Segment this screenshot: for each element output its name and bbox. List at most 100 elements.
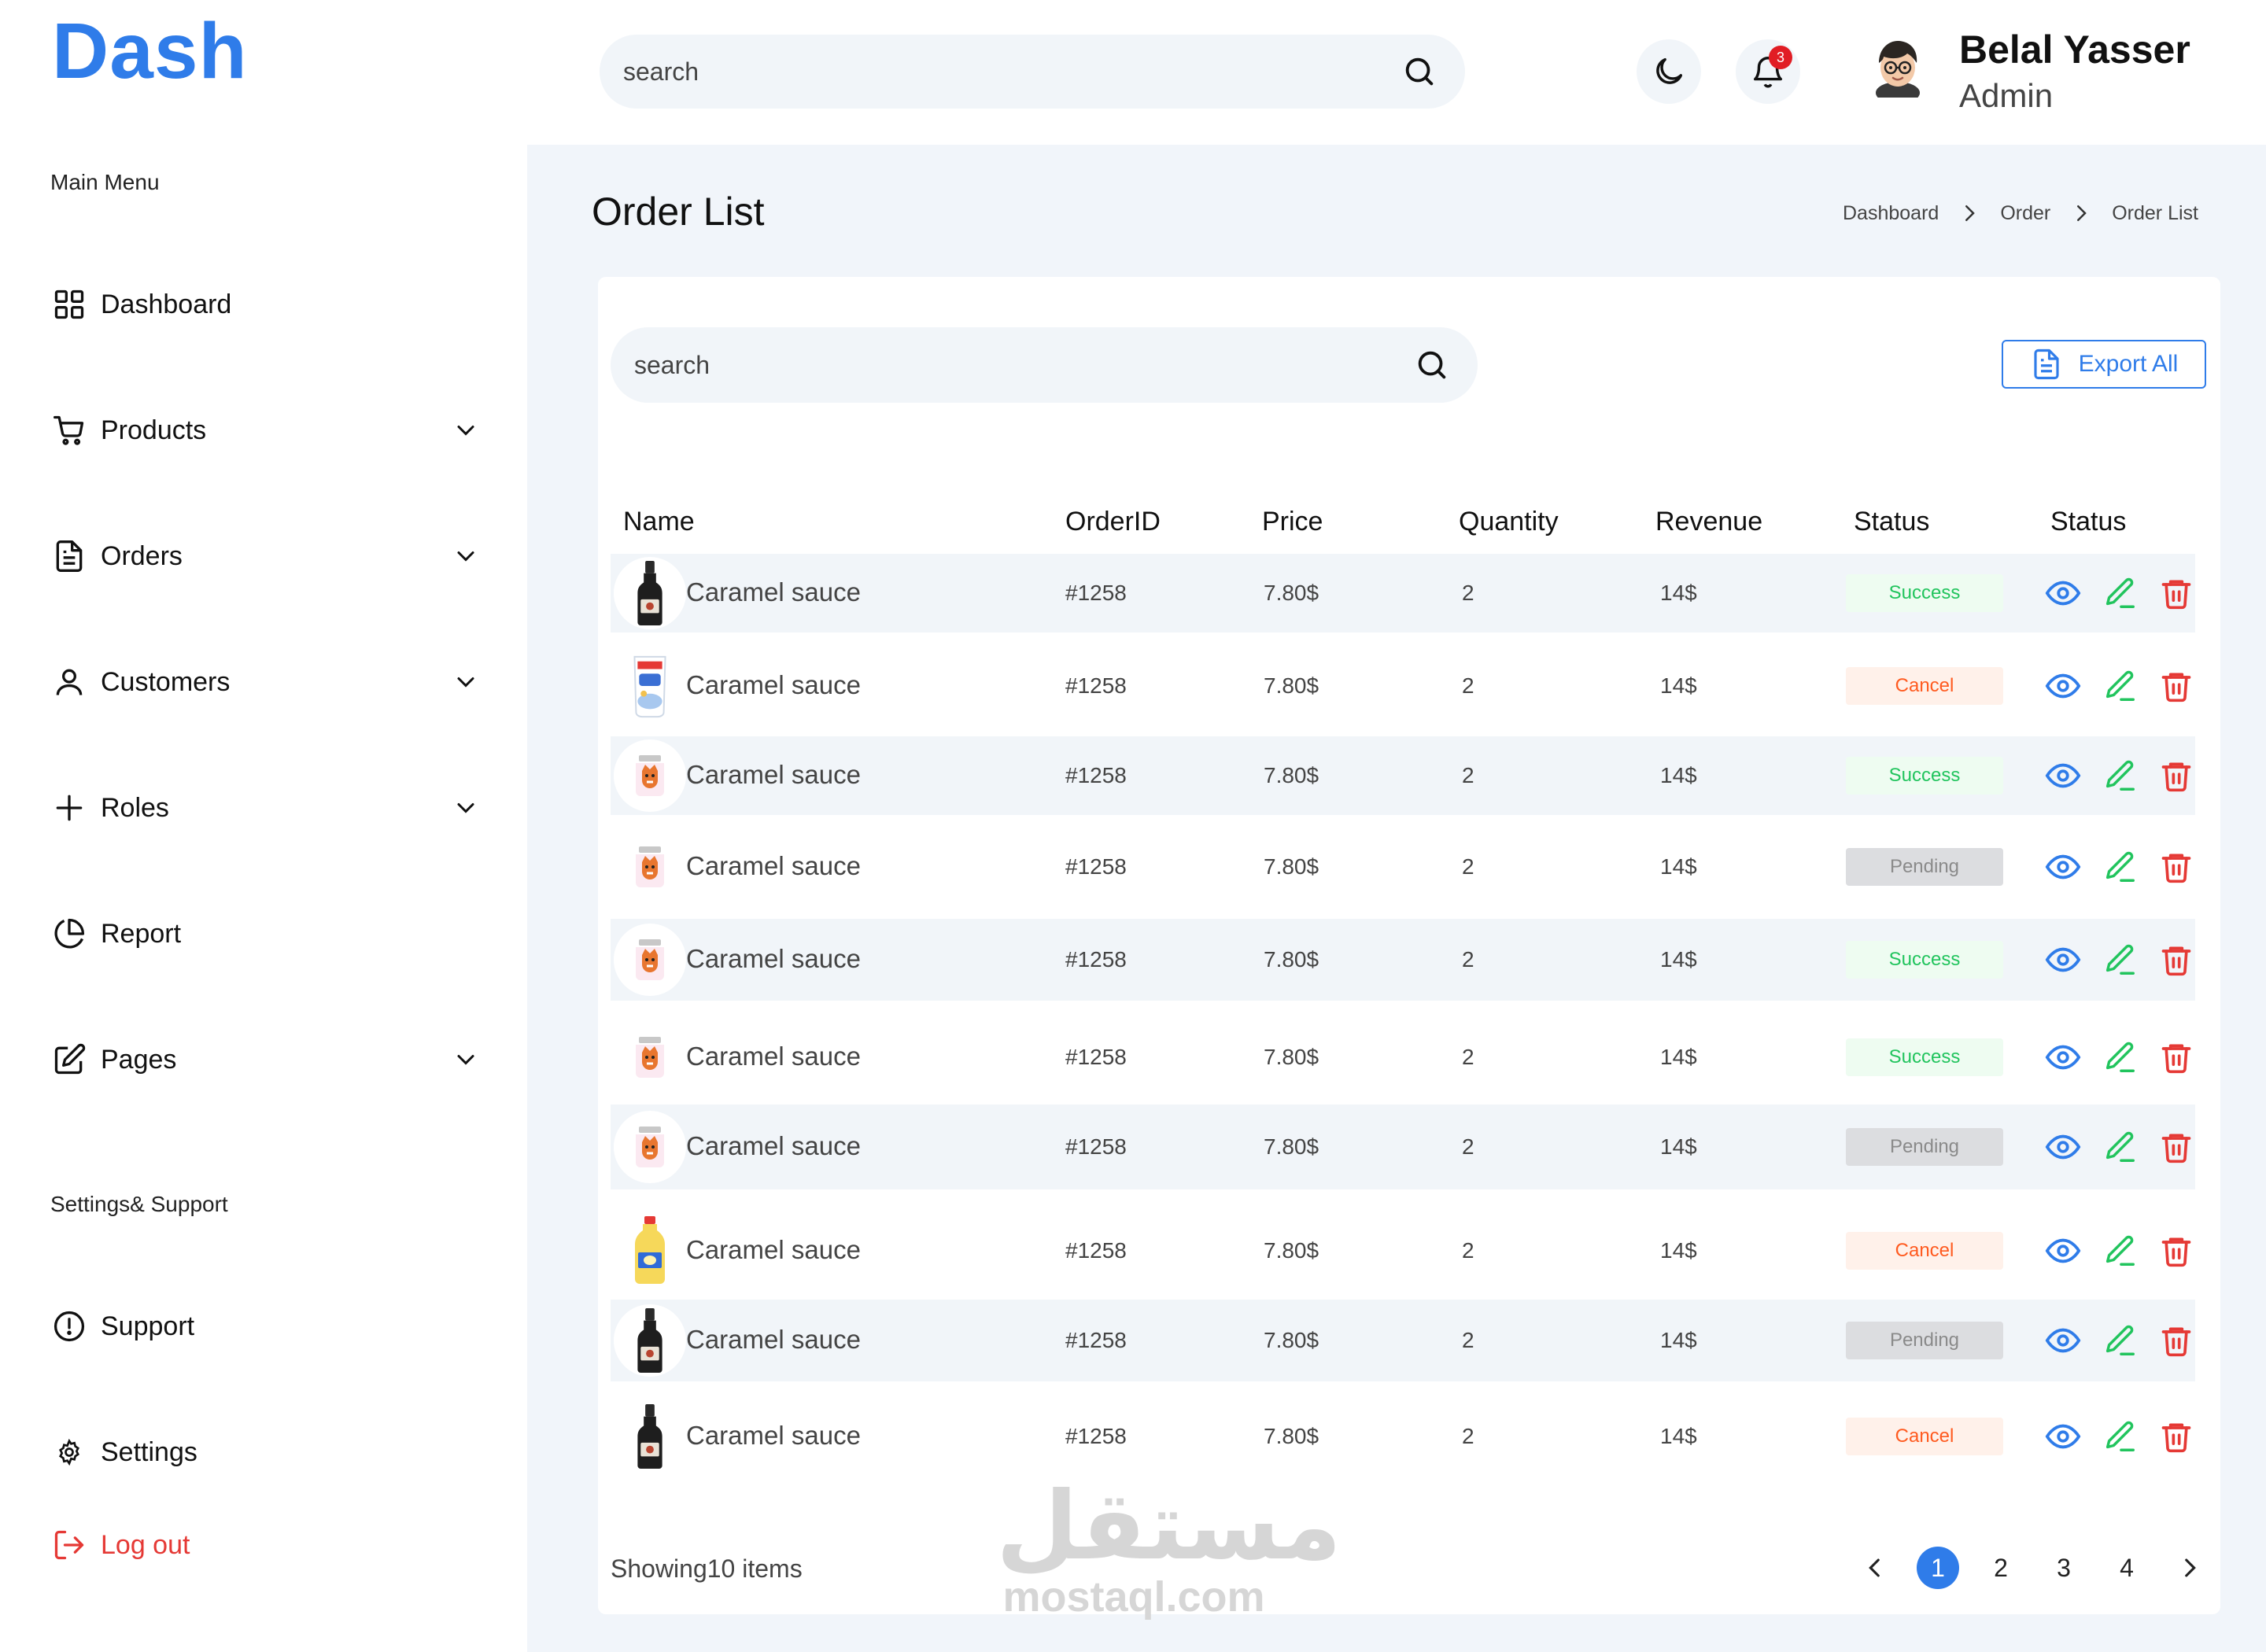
sidebar-item-dashboard[interactable]: Dashboard (50, 279, 482, 330)
alert-circle-icon (50, 1307, 88, 1345)
column-header-actions[interactable]: Status (2050, 507, 2127, 537)
delete-icon[interactable] (2156, 846, 2197, 887)
delete-icon[interactable] (2156, 573, 2197, 614)
chevron-down-icon[interactable] (450, 1044, 482, 1075)
pagination-page-4[interactable]: 4 (2120, 1553, 2134, 1582)
table-row[interactable]: Caramel sauce #1258 7.80$ 2 14$ Cancel (611, 1385, 2195, 1488)
product-thumbnail-fox-jar (614, 1111, 686, 1183)
bell-icon (1750, 53, 1786, 90)
dark-mode-toggle[interactable] (1637, 39, 1701, 104)
chevron-down-icon[interactable] (450, 540, 482, 572)
view-icon[interactable] (2043, 1037, 2083, 1078)
order-id: #1258 (1065, 1134, 1127, 1159)
edit-icon[interactable] (2099, 755, 2140, 796)
export-all-label: Export All (2078, 351, 2179, 377)
delete-icon[interactable] (2156, 755, 2197, 796)
edit-icon[interactable] (2099, 573, 2140, 614)
column-header-quantity[interactable]: Quantity (1459, 507, 1559, 537)
table-row[interactable]: Caramel sauce #1258 7.80$ 2 14$ Pending (611, 1300, 2195, 1381)
edit-icon[interactable] (2099, 666, 2140, 706)
table-row[interactable]: Caramel sauce #1258 7.80$ 2 14$ Pending (611, 1104, 2195, 1189)
delete-icon[interactable] (2156, 1230, 2197, 1271)
delete-icon[interactable] (2156, 1037, 2197, 1078)
breadcrumb-link-order[interactable]: Order (2000, 201, 2051, 224)
chevron-right-icon (1958, 201, 1981, 225)
table-search-input[interactable]: search (611, 327, 1478, 403)
view-icon[interactable] (2043, 939, 2083, 980)
sidebar-item-report[interactable]: Report (50, 909, 482, 959)
sidebar-item-pages[interactable]: Pages (50, 1034, 482, 1085)
table-row[interactable]: Caramel sauce #1258 7.80$ 2 14$ Success (611, 736, 2195, 815)
logout-button[interactable]: Log out (50, 1520, 482, 1570)
column-header-name[interactable]: Name (623, 507, 695, 537)
view-icon[interactable] (2043, 755, 2083, 796)
delete-icon[interactable] (2156, 939, 2197, 980)
table-search-placeholder: search (634, 350, 710, 379)
product-thumbnail-fox-jar (614, 831, 686, 903)
price: 7.80$ (1264, 1045, 1319, 1069)
notifications-button[interactable]: 3 (1736, 39, 1800, 104)
table-row[interactable]: Caramel sauce #1258 7.80$ 2 14$ Pending (611, 815, 2195, 919)
search-icon[interactable] (1397, 50, 1441, 94)
revenue: 14$ (1660, 1238, 1697, 1263)
edit-icon[interactable] (2099, 1127, 2140, 1167)
chevron-down-icon[interactable] (450, 415, 482, 446)
table-row[interactable]: Caramel sauce #1258 7.80$ 2 14$ Success (611, 1004, 2195, 1111)
view-icon[interactable] (2043, 1320, 2083, 1361)
edit-icon[interactable] (2099, 1230, 2140, 1271)
sidebar-item-orders[interactable]: Orders (50, 531, 482, 581)
sidebar-item-support[interactable]: Support (50, 1301, 482, 1351)
chevron-down-icon[interactable] (450, 666, 482, 698)
pagination-prev-button[interactable] (1854, 1547, 1896, 1589)
breadcrumb-link-dashboard[interactable]: Dashboard (1843, 201, 1939, 224)
view-icon[interactable] (2043, 573, 2083, 614)
edit-icon[interactable] (2099, 1416, 2140, 1457)
view-icon[interactable] (2043, 1416, 2083, 1457)
avatar[interactable] (1865, 31, 1931, 98)
price: 7.80$ (1264, 947, 1319, 972)
chevron-right-icon (2069, 201, 2093, 225)
table-row[interactable]: Caramel sauce #1258 7.80$ 2 14$ Success (611, 554, 2195, 632)
search-icon[interactable] (1410, 343, 1454, 387)
chevron-down-icon[interactable] (450, 792, 482, 824)
table-row[interactable]: Caramel sauce #1258 7.80$ 2 14$ Success (611, 919, 2195, 1001)
view-icon[interactable] (2043, 1127, 2083, 1167)
product-thumbnail-milk-bag (614, 650, 686, 722)
edit-icon[interactable] (2099, 939, 2140, 980)
view-icon[interactable] (2043, 666, 2083, 706)
delete-icon[interactable] (2156, 666, 2197, 706)
quantity: 2 (1462, 1424, 1474, 1448)
delete-icon[interactable] (2156, 1416, 2197, 1457)
sidebar-item-settings[interactable]: Settings (50, 1427, 482, 1477)
edit-icon[interactable] (2099, 1037, 2140, 1078)
order-id: #1258 (1065, 947, 1127, 972)
status-badge: Pending (1846, 848, 2003, 886)
sidebar-item-products[interactable]: Products (50, 405, 482, 455)
quantity: 2 (1462, 1238, 1474, 1263)
delete-icon[interactable] (2156, 1320, 2197, 1361)
pagination-page-3[interactable]: 3 (2057, 1553, 2071, 1582)
view-icon[interactable] (2043, 1230, 2083, 1271)
export-all-button[interactable]: Export All (2002, 340, 2206, 389)
logout-label: Log out (101, 1529, 190, 1560)
pagination-next-button[interactable] (2168, 1547, 2211, 1589)
product-name: Caramel sauce (686, 1421, 861, 1450)
sidebar-item-customers[interactable]: Customers (50, 657, 482, 707)
column-header-order-id[interactable]: OrderID (1065, 507, 1161, 537)
order-id: #1258 (1065, 854, 1127, 879)
pagination-page-1[interactable]: 1 (1917, 1547, 1959, 1589)
column-header-revenue[interactable]: Revenue (1655, 507, 1763, 537)
app-logo[interactable]: Dash (52, 7, 248, 95)
global-search-input[interactable]: search (600, 35, 1465, 109)
delete-icon[interactable] (2156, 1127, 2197, 1167)
table-row[interactable]: Caramel sauce #1258 7.80$ 2 14$ Cancel (611, 1196, 2195, 1306)
column-header-status[interactable]: Status (1854, 507, 1930, 537)
pagination-page-2[interactable]: 2 (1994, 1553, 2008, 1582)
view-icon[interactable] (2043, 846, 2083, 887)
column-header-price[interactable]: Price (1262, 507, 1323, 537)
page-title: Order List (592, 190, 765, 234)
sidebar-item-roles[interactable]: Roles (50, 783, 482, 833)
edit-icon[interactable] (2099, 846, 2140, 887)
edit-icon[interactable] (2099, 1320, 2140, 1361)
table-row[interactable]: Caramel sauce #1258 7.80$ 2 14$ Cancel (611, 636, 2195, 736)
